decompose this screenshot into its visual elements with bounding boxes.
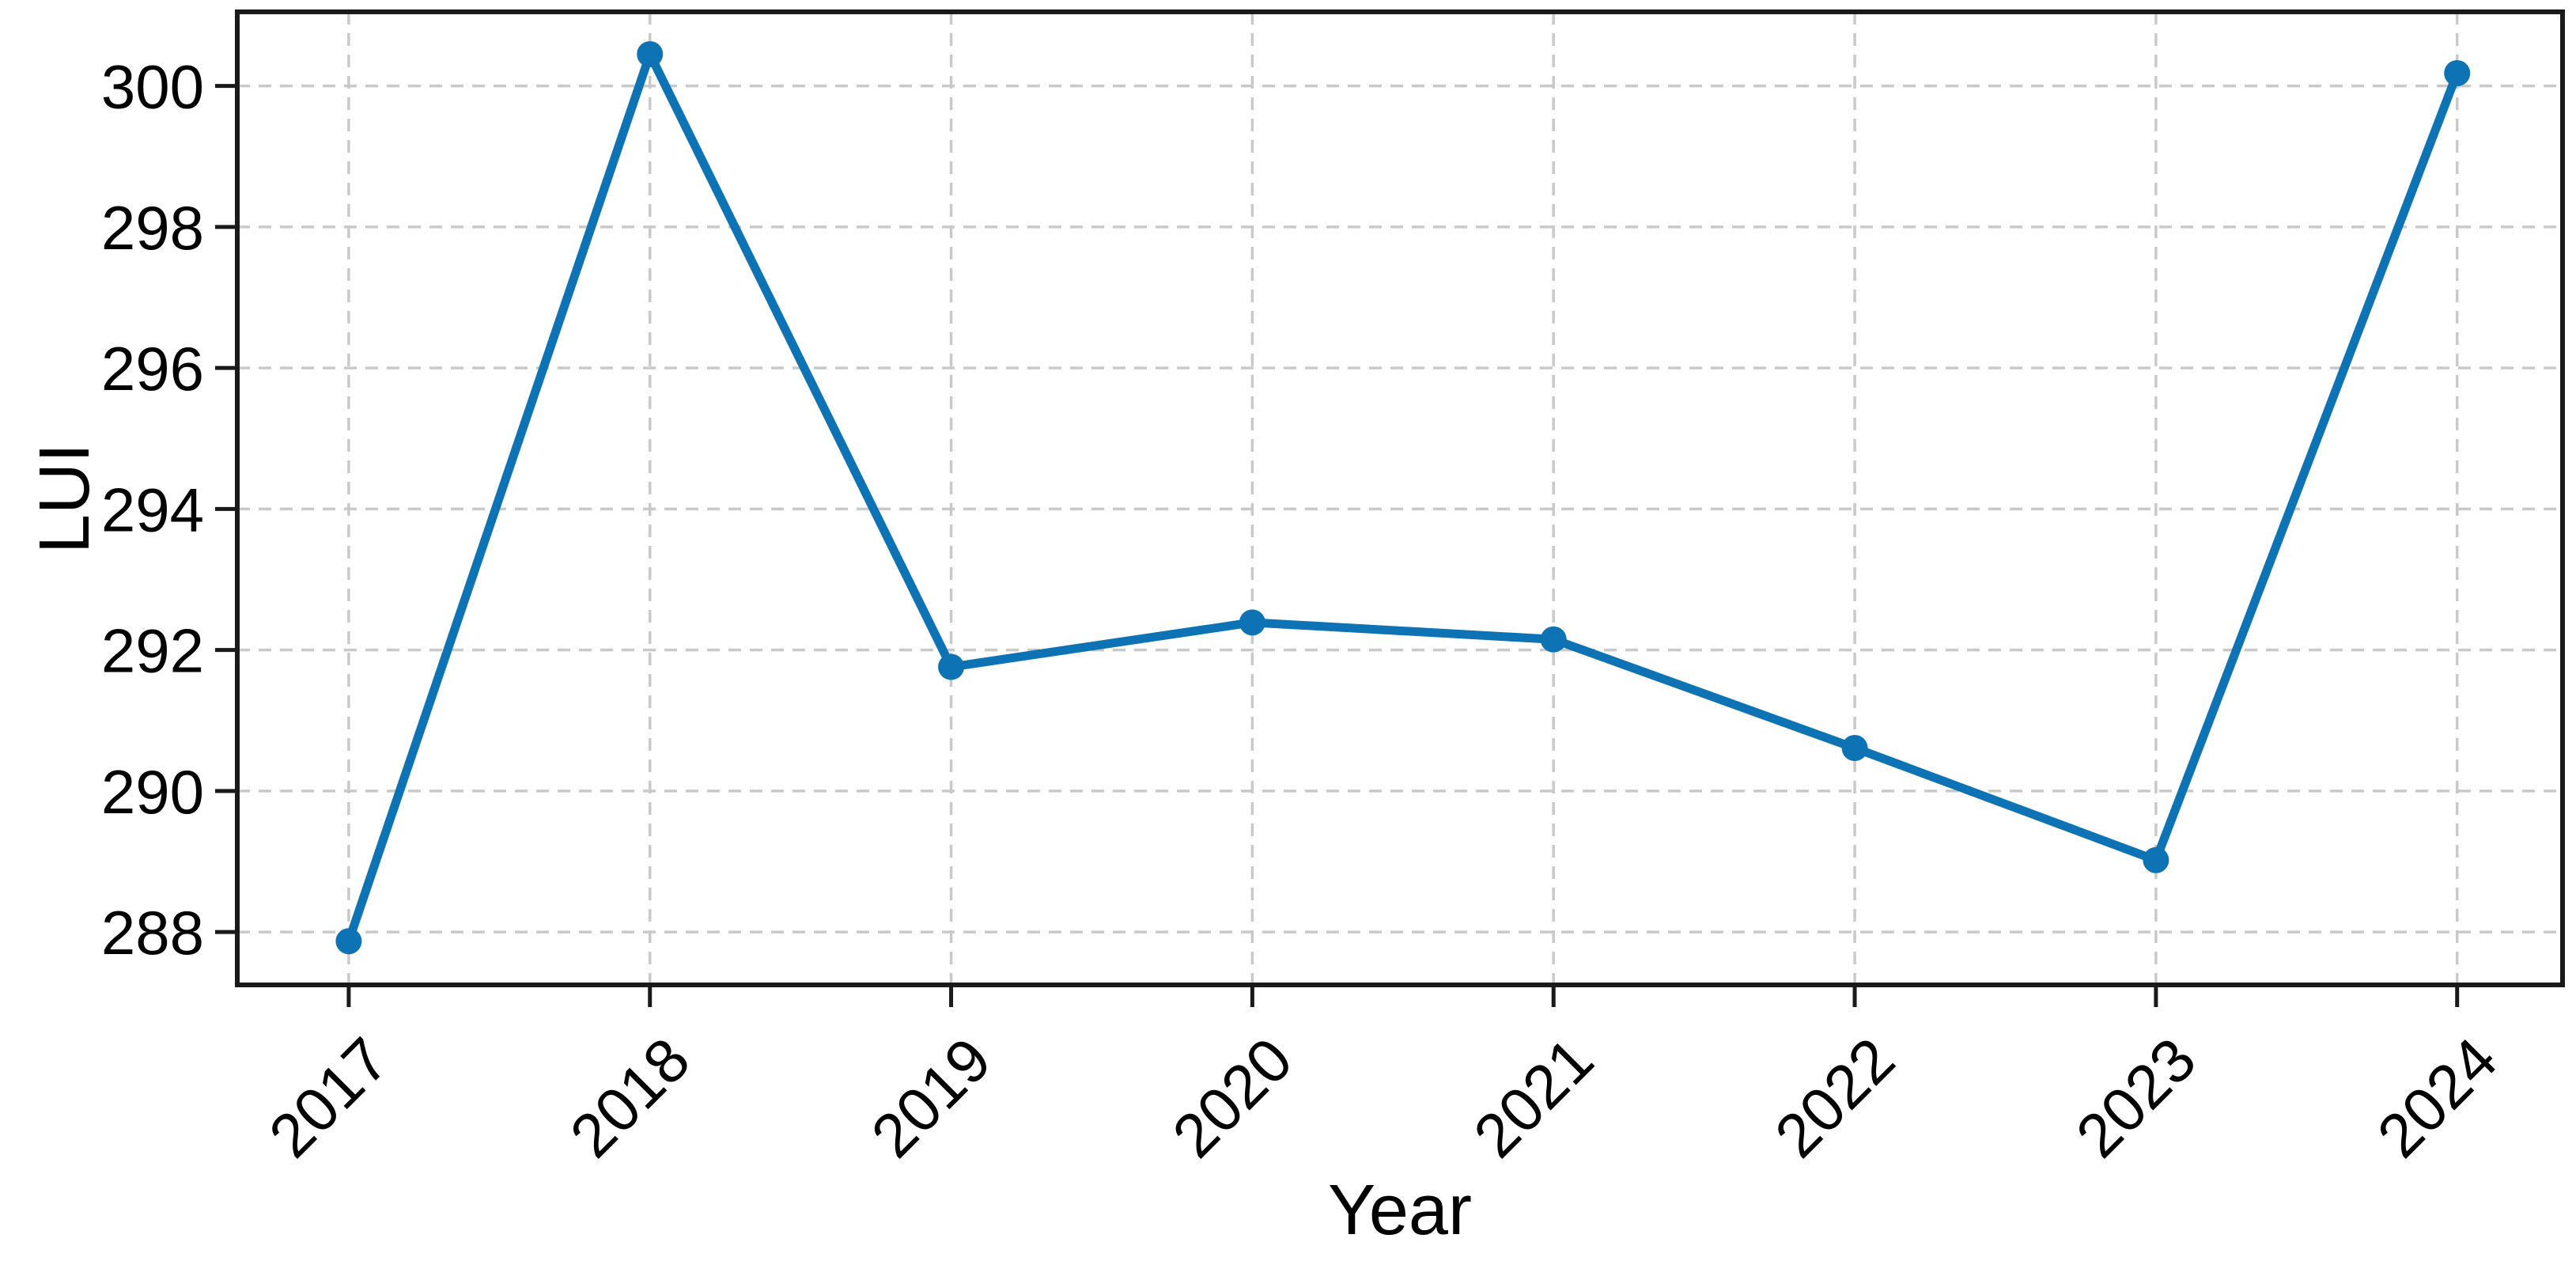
x-tick-label: 2018 [557, 1024, 703, 1171]
data-point-marker [1540, 626, 1567, 653]
x-tick-label: 2023 [2063, 1024, 2209, 1171]
y-tick-label: 292 [101, 616, 204, 686]
x-tick-label: 2019 [858, 1024, 1004, 1171]
y-tick-label: 294 [101, 475, 204, 544]
data-point-marker [1841, 735, 1868, 762]
y-tick-label: 300 [101, 52, 204, 122]
y-tick-label: 296 [101, 334, 204, 403]
x-tick-label: 2021 [1460, 1024, 1606, 1171]
y-tick-label: 298 [101, 193, 204, 263]
axis-ticks [215, 84, 2460, 1007]
data-point-marker [2143, 846, 2169, 873]
plot-frame [235, 9, 2565, 987]
y-tick-label: 290 [101, 757, 204, 827]
data-series [335, 40, 2471, 955]
data-point-marker [637, 40, 664, 67]
data-point-marker [335, 928, 362, 955]
x-axis-title: Year [1328, 1171, 1472, 1250]
y-axis-title: LUI [25, 443, 104, 554]
gridlines [237, 12, 2563, 985]
data-line [344, 49, 2462, 946]
data-point-marker [938, 653, 965, 680]
x-tick-label: 2022 [1761, 1024, 1908, 1171]
x-tick-label: 2024 [2364, 1024, 2510, 1171]
data-point-marker [2444, 60, 2471, 87]
x-tick-label: 2020 [1159, 1024, 1305, 1171]
data-point-marker [1239, 609, 1265, 636]
x-tick-label: 2017 [255, 1024, 402, 1171]
y-tick-label: 288 [101, 898, 204, 968]
